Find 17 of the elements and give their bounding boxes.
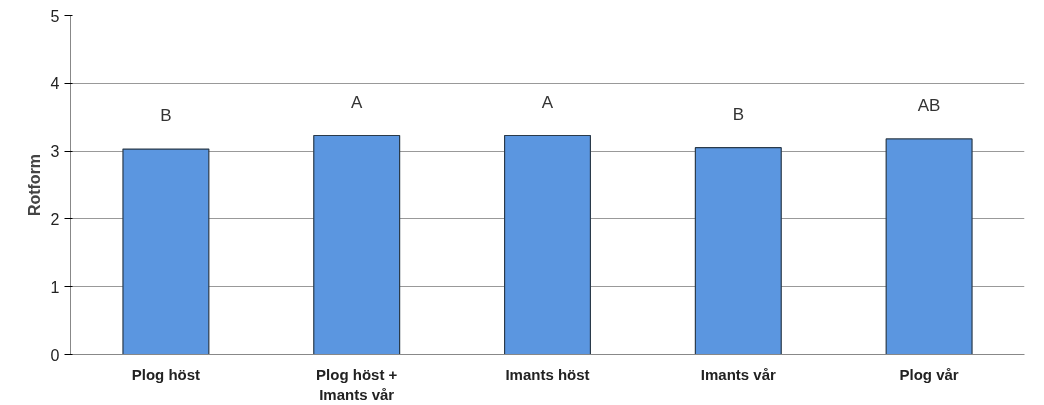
annotation: AB — [917, 95, 941, 115]
y-axis-title: Rotform — [25, 153, 43, 217]
annotation: A — [541, 92, 554, 112]
annotation: B — [160, 106, 172, 126]
x-tick-label: Plog vår — [899, 365, 959, 383]
x-tick-label: Imants vår — [700, 365, 776, 383]
y-tick-label: 0 — [50, 346, 60, 364]
y-tick-label: 2 — [50, 210, 60, 228]
y-tick-label: 3 — [50, 143, 60, 161]
annotation: A — [351, 92, 364, 112]
y-tick-label: 1 — [50, 278, 60, 296]
y-tick-label: 4 — [50, 75, 60, 93]
x-tick-label: Plog höst + Imants vår — [316, 365, 398, 403]
y-tick-label: 5 — [50, 7, 60, 25]
x-tick-label: Imants höst — [505, 365, 590, 383]
annotation: B — [732, 104, 744, 124]
x-tick-label: Plog höst — [131, 365, 201, 383]
